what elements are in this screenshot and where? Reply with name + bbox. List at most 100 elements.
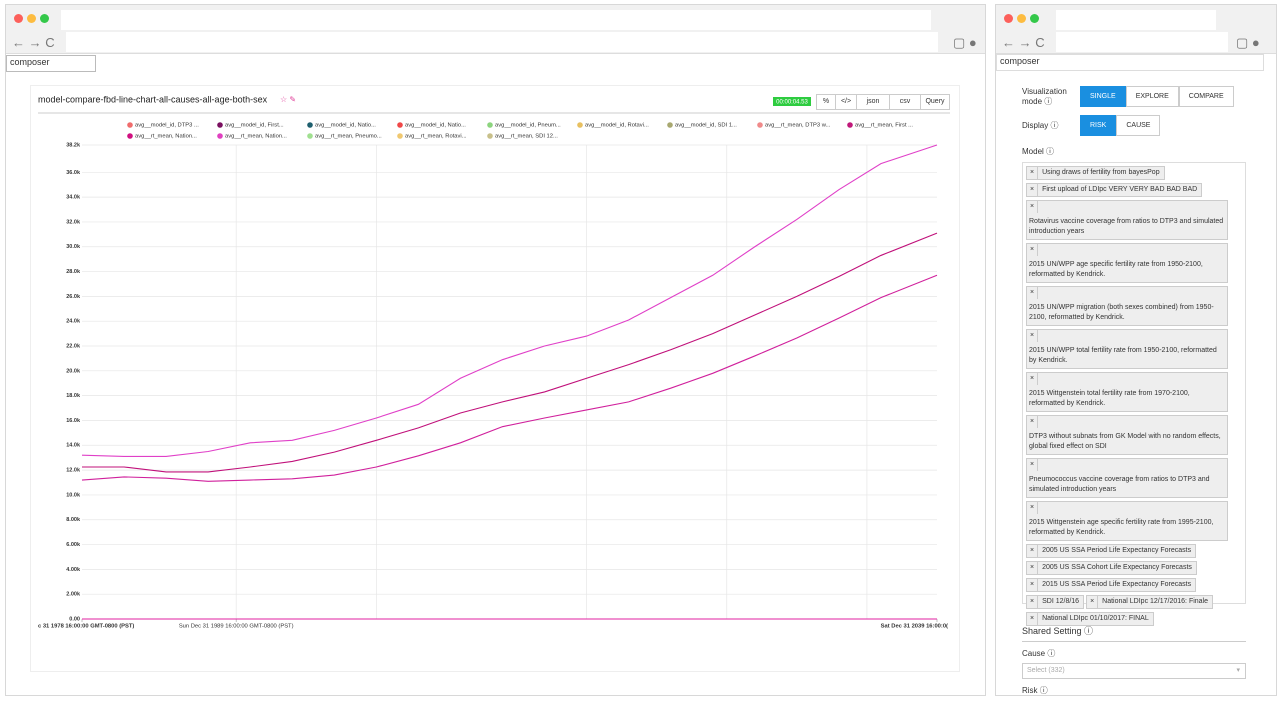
menu[interactable]: ▢ ● xyxy=(953,35,977,50)
field-label: Display xyxy=(1022,121,1049,130)
chart-title: model-compare-fbd-line-chart-all-causes-… xyxy=(38,94,268,104)
model-tag: × DTP3 without subnats from GK Model with… xyxy=(1026,415,1228,455)
remove-button[interactable]: × xyxy=(1027,287,1038,299)
legend-swatch xyxy=(757,122,763,128)
tag-label: First upload of LDIpc VERY VERY BAD BAD … xyxy=(1042,186,1198,193)
tag-label: 2005 US SSA Cohort Life Expectancy Forec… xyxy=(1042,564,1192,571)
y-tick-label: 4.00k xyxy=(66,567,81,573)
y-tick-label: 16.0k xyxy=(66,418,81,424)
legend-label: avg__rt_mean, First ... xyxy=(855,123,913,129)
y-tick-label: 24.0k xyxy=(66,319,81,325)
remove-button[interactable]: × xyxy=(1027,459,1038,471)
legend-swatch xyxy=(397,133,403,139)
model-tag: × National LDIpc 01/10/2017: FINAL xyxy=(1026,612,1154,626)
remove-button[interactable]: × xyxy=(1027,596,1039,608)
tab[interactable] xyxy=(1056,10,1216,30)
remove-button[interactable]: × xyxy=(1027,244,1038,256)
star-edit[interactable]: ☆ ✎ xyxy=(280,95,296,104)
model-tag: × 2015 US SSA Period Life Expectancy Fore… xyxy=(1026,578,1197,592)
field-label: Risk xyxy=(1022,686,1038,695)
legend-label: avg__rt_mean, DTP3 w... xyxy=(765,123,831,129)
remove-button[interactable]: × xyxy=(1027,167,1039,179)
legend-label: avg__rt_mean, Nation... xyxy=(135,134,197,140)
csv-button[interactable]: csv xyxy=(889,94,921,110)
menu[interactable]: ▢ ● xyxy=(1236,35,1260,50)
model-tag: × 2015 UN/WPP migration (both sexes combi… xyxy=(1026,286,1228,326)
y-tick-label: 10.0k xyxy=(66,492,81,498)
model-tag: × SDI 12/8/16 xyxy=(1026,595,1085,609)
tag-label: 2015 Wittgenstein age specific fertility… xyxy=(1029,519,1214,536)
chart-card xyxy=(30,85,960,672)
model-tag: × 2015 Wittgenstein age specific fertilit… xyxy=(1026,501,1228,541)
link-button[interactable]: % xyxy=(816,94,836,110)
legend-label: avg__model_id, First... xyxy=(225,123,284,129)
y-tick-label: 34.0k xyxy=(66,195,81,201)
y-tick-label: 8.00k xyxy=(66,517,81,523)
y-tick-label: 6.00k xyxy=(66,542,81,548)
remove-button[interactable]: × xyxy=(1027,373,1038,385)
field-label: Model xyxy=(1022,147,1044,156)
tag-label: 2015 UN/WPP total fertility rate from 19… xyxy=(1029,347,1217,364)
legend-label: avg__model_id, Natio... xyxy=(315,123,376,129)
legend-swatch xyxy=(487,122,493,128)
y-tick-label: 12.0k xyxy=(66,468,81,474)
remove-button[interactable]: × xyxy=(1027,545,1039,557)
query-button[interactable]: Query xyxy=(920,94,950,110)
remove-button[interactable]: × xyxy=(1087,596,1099,608)
tag-label: 2015 US SSA Period Life Expectancy Forec… xyxy=(1042,581,1192,588)
chart: model-compare-fbd-line-chart-all-causes-… xyxy=(38,94,950,630)
address-input[interactable]: composer xyxy=(996,54,1264,71)
tag-label: 2015 UN/WPP age specific fertility rate … xyxy=(1029,261,1203,278)
nav-buttons[interactable]: ← → C xyxy=(12,35,55,50)
remove-button[interactable]: × xyxy=(1027,201,1038,213)
option-button[interactable]: COMPARE xyxy=(1178,86,1234,107)
tag-label: Pneumococcus vaccine coverage from ratio… xyxy=(1029,476,1210,493)
remove-button[interactable]: × xyxy=(1027,502,1038,514)
option-button[interactable]: RISK xyxy=(1080,115,1117,136)
model-select[interactable]: × Using draws of fertility from bayesPop×… xyxy=(1022,162,1246,626)
x-tick-label: c 31 1978 16:00:00 GMT-0800 (PST) xyxy=(38,624,134,630)
y-tick-label: 28.0k xyxy=(66,269,81,275)
remove-button[interactable]: × xyxy=(1027,184,1039,196)
y-tick-label: 30.0k xyxy=(66,244,81,250)
legend-swatch xyxy=(217,122,223,128)
tag-label: SDI 12/8/16 xyxy=(1042,598,1080,605)
y-tick-label: 32.0k xyxy=(66,219,81,225)
model-tag: × 2015 UN/WPP total fertility rate from 1… xyxy=(1026,329,1228,369)
tag-label: 2015 UN/WPP migration (both sexes combin… xyxy=(1029,304,1214,321)
model-tag: × 2005 US SSA Period Life Expectancy Fore… xyxy=(1026,544,1197,558)
legend-swatch xyxy=(577,122,583,128)
url-bar[interactable] xyxy=(66,32,938,52)
tag-label: National LDIpc 01/10/2017: FINAL xyxy=(1042,615,1149,622)
remove-button[interactable]: × xyxy=(1027,562,1039,574)
option-button[interactable]: SINGLE xyxy=(1080,86,1126,107)
legend-swatch xyxy=(217,133,223,139)
tab[interactable] xyxy=(61,10,931,30)
nav-buttons[interactable]: ← → C xyxy=(1002,35,1045,50)
y-tick-label: 14.0k xyxy=(66,443,81,449)
model-tag: × National LDIpc 12/17/2016: Finale xyxy=(1086,595,1214,609)
option-button[interactable]: CAUSE xyxy=(1116,115,1161,136)
y-tick-label: 26.0k xyxy=(66,294,81,300)
x-tick-label: Sat Dec 31 2039 16:00:0( xyxy=(881,624,948,630)
y-tick-label: 18.0k xyxy=(66,393,81,399)
remove-button[interactable]: × xyxy=(1027,416,1038,428)
remove-button[interactable]: × xyxy=(1027,330,1038,342)
legend-swatch xyxy=(307,122,313,128)
option-button[interactable]: EXPLORE xyxy=(1125,86,1179,107)
json-button[interactable]: json xyxy=(856,94,890,110)
remove-button[interactable]: × xyxy=(1027,579,1039,591)
legend-label: avg__rt_mean, Pneumo... xyxy=(315,134,382,140)
field-label: Visualization mode xyxy=(1022,86,1067,106)
legend-label: avg__model_id, DTP3 ... xyxy=(135,123,199,129)
cause-select[interactable]: Select (332) ▾ xyxy=(1022,663,1246,679)
browser-chrome: ← → C ▢ ● xyxy=(6,5,985,54)
code-button[interactable]: </> xyxy=(835,94,857,110)
legend-swatch xyxy=(847,122,853,128)
legend-label: avg__model_id, Pneum... xyxy=(495,123,561,129)
tag-label: Using draws of fertility from bayesPop xyxy=(1042,169,1160,176)
remove-button[interactable]: × xyxy=(1027,613,1039,625)
url-bar[interactable] xyxy=(1056,32,1228,52)
address-input[interactable]: composer xyxy=(6,55,96,72)
